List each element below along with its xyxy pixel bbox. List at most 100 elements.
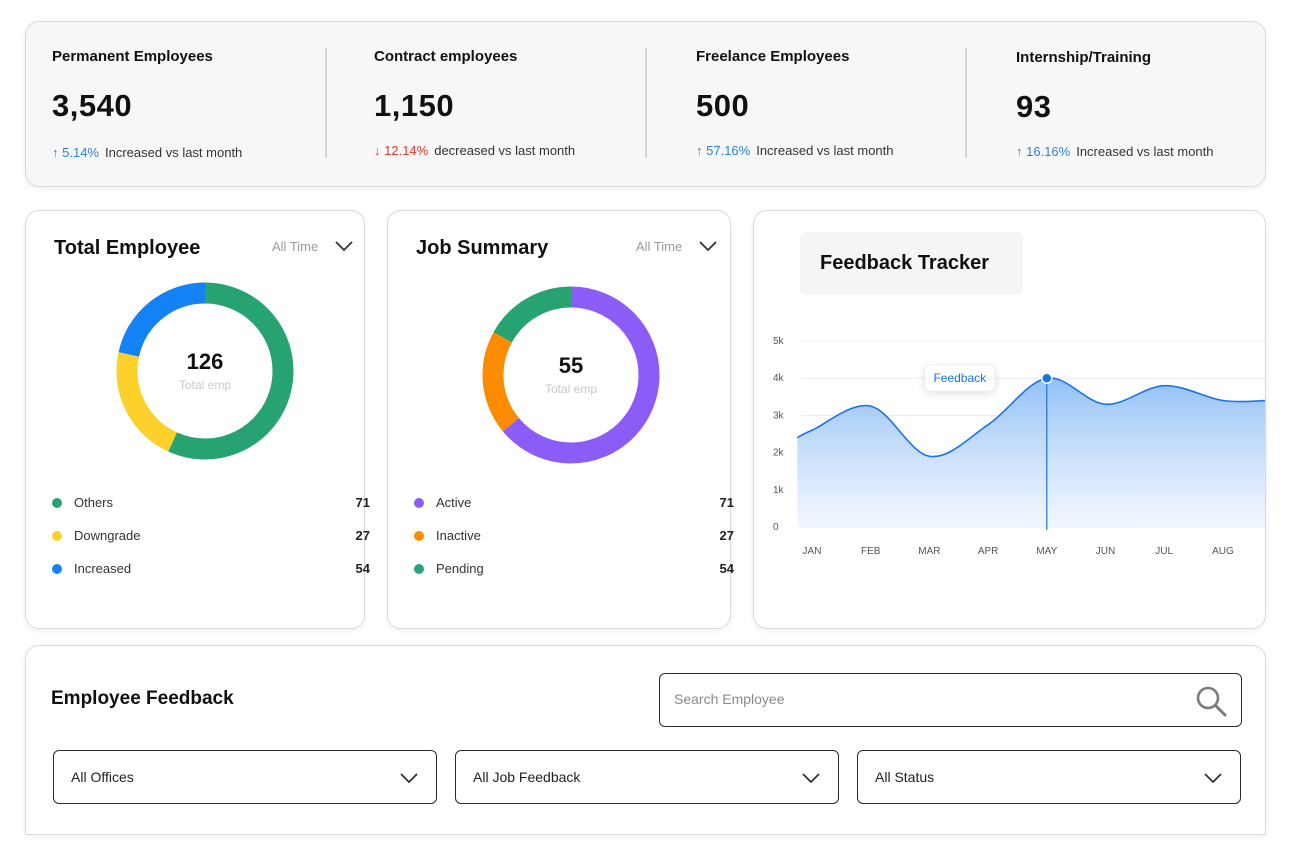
job-feedback-filter-select[interactable]: All Job Feedback — [455, 750, 839, 804]
legend-item-pending: Pending 54 — [414, 561, 734, 577]
stat-value: 500 — [696, 88, 750, 123]
divider — [325, 48, 327, 158]
stat-trend: ↑ 5.14% Increased vs last month — [52, 145, 242, 160]
donut-chart — [116, 282, 294, 460]
legend-item-active: Active 71 — [414, 495, 734, 511]
legend-dot — [52, 531, 62, 541]
y-tick-label: 1k — [773, 485, 785, 496]
status-filter-select[interactable]: All Status — [857, 750, 1241, 804]
stat-trend-note: Increased vs last month — [756, 143, 894, 158]
job-summary-donut: 55 Total emp — [481, 285, 661, 465]
stat-label: Contract employees — [374, 48, 518, 65]
donut-center: 126 Total emp — [115, 281, 295, 461]
trend-up-icon: ↑ 16.16% — [1016, 144, 1071, 159]
legend-count: 27 — [355, 528, 370, 543]
x-tick-label: AUG — [1212, 546, 1234, 557]
legend-label: Active — [436, 495, 472, 510]
legend-label: Inactive — [436, 528, 481, 543]
legend-count: 54 — [719, 561, 734, 576]
x-tick-label: JUL — [1155, 546, 1173, 557]
legend-label: Pending — [436, 561, 484, 576]
stat-trend-note: decreased vs last month — [434, 143, 576, 158]
chevron-down-icon[interactable] — [334, 239, 354, 253]
feedback-tracker-header: Feedback Tracker — [800, 232, 1023, 295]
area-fill — [797, 378, 1265, 527]
chevron-down-icon[interactable] — [698, 239, 718, 253]
trend-up-icon: ↑ 5.14% — [52, 145, 99, 160]
stat-trend-note: Increased vs last month — [1076, 144, 1214, 159]
offices-filter-select[interactable]: All Offices — [53, 750, 437, 804]
stats-summary-card: Permanent Employees 3,540 ↑ 5.14% Increas… — [25, 21, 1266, 187]
stat-value: 3,540 — [52, 88, 133, 123]
stat-label: Permanent Employees — [52, 48, 213, 65]
y-tick-label: 0 — [773, 522, 779, 533]
y-tick-label: 4k — [773, 373, 785, 384]
highlight-point[interactable] — [1041, 372, 1053, 384]
job-summary-card: Job Summary All Time 55 Total emp Active… — [387, 210, 734, 629]
legend-dot — [52, 498, 62, 508]
total-employee-card: Total Employee All Time 126 Total emp Ot… — [25, 210, 370, 629]
stat-trend-note: Increased vs last month — [105, 145, 243, 160]
employee-feedback-card: Employee Feedback Search Employee All Of… — [25, 645, 1266, 835]
y-tick-label: 2k — [773, 448, 785, 459]
legend-count: 71 — [719, 495, 734, 510]
stat-label: Freelance Employees — [696, 48, 850, 65]
tooltip-label: Feedback — [933, 371, 987, 385]
feedback-area-chart: 5k 4k 3k 2k 1k 0 JAN FEB MAR APR MAY JUN JUL AUG Feedb… — [773, 336, 1265, 557]
stat-value: 93 — [1016, 89, 1052, 124]
donut-segment-increased — [116, 282, 294, 460]
feedback-tracker-card: Feedback Tracker 5k 4k 3k 2k 1k 0 JAN FEB MAR APR… — [753, 210, 1266, 629]
card-title: Job Summary — [416, 237, 549, 259]
feedback-tooltip: Feedback — [924, 364, 996, 392]
y-tick-label: 5k — [773, 336, 785, 347]
search-icon[interactable] — [1193, 683, 1229, 719]
stat-trend: ↑ 57.16% Increased vs last month — [696, 143, 894, 158]
x-tick-label: JAN — [803, 546, 822, 557]
y-tick-label: 3k — [773, 410, 785, 421]
period-select[interactable]: All Time — [636, 239, 683, 254]
donut-center-label: Total emp — [544, 382, 598, 396]
donut-center-label: Total emp — [178, 378, 232, 392]
x-tick-label: MAY — [1036, 546, 1057, 557]
legend-count: 54 — [355, 561, 370, 576]
legend-item-inactive: Inactive 27 — [414, 528, 734, 544]
legend-label: Others — [74, 495, 114, 510]
card-title: Feedback Tracker — [820, 252, 989, 274]
legend-label: Increased — [74, 561, 132, 576]
stat-label: Internship/Training — [1016, 49, 1152, 66]
trend-down-icon: ↓ 12.14% — [374, 143, 429, 158]
search-employee-input[interactable]: Search Employee — [659, 673, 1242, 727]
divider — [645, 48, 647, 158]
series-line — [796, 377, 1265, 458]
stat-value: 1,150 — [374, 88, 455, 123]
donut-segment-pending — [482, 286, 660, 464]
divider — [965, 48, 967, 158]
legend-dot — [414, 564, 424, 574]
legend-item-downgrade: Downgrade 27 — [52, 528, 370, 544]
chevron-down-icon — [400, 773, 418, 784]
chevron-down-icon — [1204, 773, 1222, 784]
legend-item-others: Others 71 — [52, 495, 370, 511]
x-tick-label: FEB — [861, 546, 881, 557]
stat-trend: ↓ 12.14% decreased vs last month — [374, 143, 575, 158]
legend-dot — [52, 564, 62, 574]
x-tick-label: MAR — [918, 546, 940, 557]
card-title: Total Employee — [54, 237, 201, 259]
stat-trend: ↑ 16.16% Increased vs last month — [1016, 144, 1214, 159]
period-select[interactable]: All Time — [272, 239, 319, 254]
trend-up-icon: ↑ 57.16% — [696, 143, 751, 158]
legend-dot — [414, 531, 424, 541]
legend-dot — [414, 498, 424, 508]
section-title: Employee Feedback — [51, 688, 234, 709]
search-placeholder: Search Employee — [674, 691, 785, 707]
x-tick-label: JUN — [1096, 546, 1115, 557]
donut-center-value: 55 — [558, 353, 584, 378]
donut-segment-downgrade — [116, 282, 294, 460]
donut-center-value: 126 — [186, 349, 224, 374]
chevron-down-icon — [802, 773, 820, 784]
legend-label: Downgrade — [74, 528, 141, 543]
donut-chart — [482, 286, 660, 464]
select-value: All Offices — [71, 769, 134, 785]
total-employee-donut: 126 Total emp — [115, 281, 295, 461]
legend-count: 27 — [719, 528, 734, 543]
